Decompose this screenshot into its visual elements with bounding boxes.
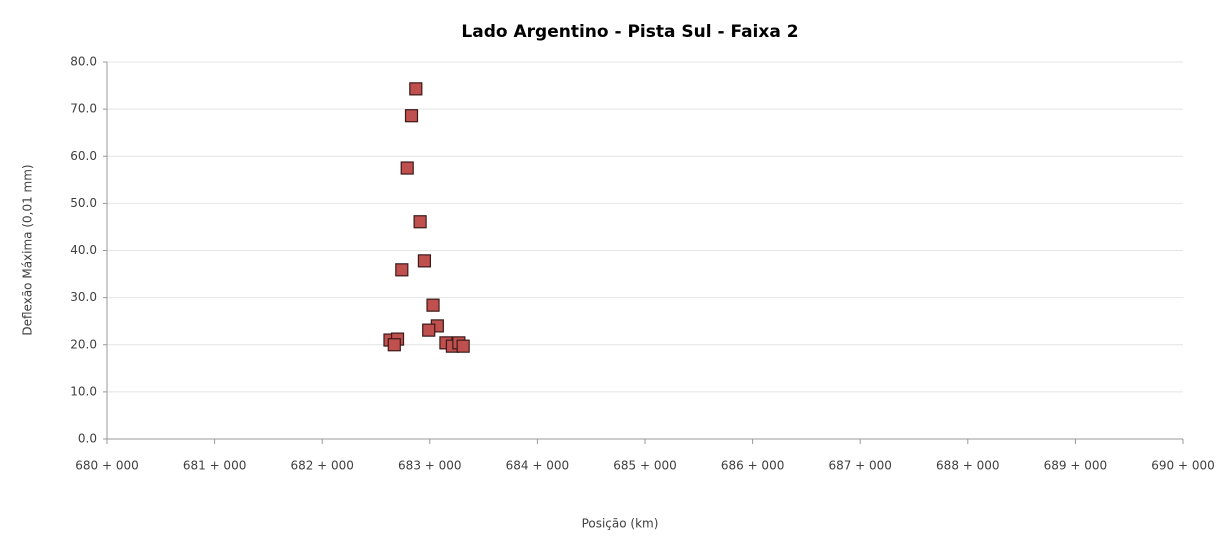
- x-tick-label: 680 + 000: [75, 459, 139, 473]
- y-tick-label: 20.0: [70, 337, 97, 351]
- x-tick-label: 689 + 000: [1044, 459, 1108, 473]
- marker: [404, 109, 419, 123]
- x-tick-label: 682 + 000: [290, 459, 354, 473]
- x-tick-label: 687 + 000: [828, 459, 892, 473]
- x-tick-label: 690 + 000: [1151, 459, 1215, 473]
- x-tick-label: 681 + 000: [183, 459, 247, 473]
- marker: [387, 338, 401, 352]
- marker: [413, 215, 427, 229]
- marker: [417, 254, 432, 268]
- x-tick-label: 688 + 000: [936, 459, 1000, 473]
- x-axis-label: Posição (km): [582, 517, 659, 531]
- chart-title: Lado Argentino - Pista Sul - Faixa 2: [461, 22, 798, 42]
- y-tick-label: 10.0: [70, 384, 97, 398]
- marker: [395, 263, 409, 277]
- marker: [409, 82, 423, 96]
- marker: [422, 323, 436, 337]
- y-tick-label: 60.0: [70, 149, 97, 163]
- y-axis-label: Deflexão Máxima (0,01 mm): [21, 164, 35, 335]
- x-tick-label: 685 + 000: [613, 459, 677, 473]
- y-tick-label: 40.0: [70, 243, 97, 257]
- x-tick-label: 686 + 000: [721, 459, 785, 473]
- y-tick-label: 80.0: [70, 55, 97, 69]
- y-tick-label: 30.0: [70, 290, 97, 304]
- y-tick-label: 70.0: [70, 102, 97, 116]
- x-tick-label: 684 + 000: [506, 459, 570, 473]
- marker: [426, 298, 440, 312]
- y-tick-label: 0.0: [78, 432, 97, 446]
- marker: [400, 161, 414, 175]
- x-tick-label: 683 + 000: [398, 459, 462, 473]
- y-tick-label: 50.0: [70, 196, 97, 210]
- marker: [456, 339, 470, 353]
